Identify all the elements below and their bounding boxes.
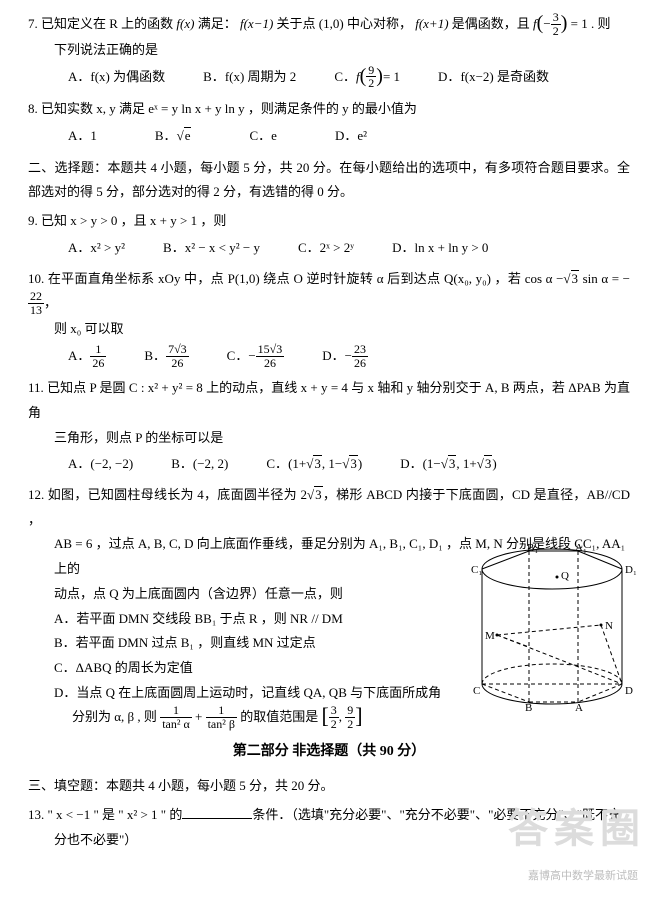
q7-opt-a: A．f(x) 为偶函数 — [68, 65, 165, 91]
q11-text: 11. 已知点 P 是圆 C : x² + y² = 8 上的动点，直线 x +… — [28, 376, 630, 425]
q7-opt-b: B．f(x) 周期为 2 — [203, 65, 296, 91]
q11-opt-d: D．(1−3, 1+3) — [400, 452, 497, 477]
q12-figure: B₁ A₁ C₁ D₁ Q M N C D B A — [465, 539, 640, 723]
q9-opt-c: C．2ˣ > 2ʸ — [298, 236, 354, 261]
part2-title: 第二部分 非选择题（共 90 分） — [28, 739, 630, 766]
q8-opt-b: B．e — [155, 124, 192, 149]
q12-opt-b: B．若平面 DMN 过点 B₁ ，则直线 MN 过定点 — [28, 631, 460, 656]
q10-line2: 则 x₀ 可以取 — [28, 317, 630, 342]
q11-opt-a: A．(−2, −2) — [68, 452, 133, 477]
q12-opt-d-2: 分别为 α, β , 则 1tan² α + 1tan² β 的取值范围是 [3… — [28, 705, 460, 731]
svg-text:N: N — [605, 620, 613, 632]
section-2-header: 二、选择题：本题共 4 小题，每小题 5 分，共 20 分。在每小题给出的选项中… — [28, 156, 630, 203]
svg-text:A: A — [575, 702, 583, 714]
q9-opt-a: A．x² > y² — [68, 236, 125, 261]
q9-opt-b: B．x² − x < y² − y — [163, 236, 260, 261]
q11-options: A．(−2, −2) B．(−2, 2) C．(1+3, 1−3) D．(1−3… — [28, 452, 630, 477]
q12-opt-a: A．若平面 DMN 交线段 BB₁ 于点 R ，则 NR // DM — [28, 607, 460, 632]
q7-text: 7. 已知定义在 R 上的函数 f(x) 满足： f(x−1) 关于点 (1,0… — [28, 12, 630, 38]
question-8: 8. 已知实数 x, y 满足 eˣ = y ln x + y ln y ，则满… — [28, 97, 630, 148]
section-3-header: 三、填空题：本题共 4 小题，每小题 5 分，共 20 分。 — [28, 774, 630, 797]
question-11: 11. 已知点 P 是圆 C : x² + y² = 8 上的动点，直线 x +… — [28, 376, 630, 477]
sub-watermark-text: 嘉博高中数学最新试题 — [528, 866, 638, 887]
q12-num: 12. — [28, 487, 44, 502]
question-7: 7. 已知定义在 R 上的函数 f(x) 满足： f(x−1) 关于点 (1,0… — [28, 12, 630, 91]
q8-text: 8. 已知实数 x, y 满足 eˣ = y ln x + y ln y ，则满… — [28, 97, 630, 122]
svg-text:D: D — [625, 685, 633, 697]
q13-num: 13. — [28, 807, 44, 822]
q10-text: 10. 在平面直角坐标系 xOy 中，点 P(1,0) 绕点 O 逆时针旋转 α… — [28, 267, 630, 318]
q7-frac: 32 — [551, 11, 561, 37]
q10-options: A．126 B．7√326 C．−15√326 D．−2326 — [28, 344, 630, 370]
q11-line2: 三角形，则点 P 的坐标可以是 — [28, 426, 630, 451]
q12-opt-c: C．ΔABQ 的周长为定值 — [28, 656, 460, 681]
q10-num: 10. — [28, 271, 44, 286]
q8-num: 8. — [28, 101, 38, 116]
svg-text:D₁: D₁ — [625, 564, 637, 576]
q12-line3: 动点，点 Q 为上底面圆内（含边界）任意一点，则 — [28, 582, 460, 607]
q13-text: 13. " x < −1 " 是 " x² > 1 " 的条件．（选填"充分必要… — [28, 803, 630, 828]
svg-text:C: C — [473, 685, 480, 697]
svg-text:C₁: C₁ — [471, 564, 482, 576]
q10-opt-d: D．−2326 — [322, 344, 368, 370]
question-10: 10. 在平面直角坐标系 xOy 中，点 P(1,0) 绕点 O 逆时针旋转 α… — [28, 267, 630, 371]
q10-opt-b: B．7√326 — [144, 344, 188, 370]
q7-num: 7. — [28, 16, 38, 31]
q9-num: 9. — [28, 213, 38, 228]
q11-opt-b: B．(−2, 2) — [171, 452, 228, 477]
q9-options: A．x² > y² B．x² − x < y² − y C．2ˣ > 2ʸ D．… — [28, 236, 630, 261]
q11-opt-c: C．(1+3, 1−3) — [266, 452, 362, 477]
q12-opt-d-1: D．当点 Q 在上底面圆周上运动时，记直线 QA, QB 与下底面所成角 — [28, 681, 460, 706]
q9-opt-d: D．ln x + ln y > 0 — [392, 236, 488, 261]
q7-opt-d: D．f(x−2) 是奇函数 — [438, 65, 549, 91]
q10-opt-c: C．−15√326 — [227, 344, 285, 370]
svg-text:B: B — [525, 702, 532, 714]
q10-opt-a: A．126 — [68, 344, 106, 370]
q7-line2: 下列说法正确的是 — [28, 38, 630, 63]
svg-text:M: M — [485, 630, 495, 642]
q12-text: 12. 如图，已知圆柱母线长为 4，底面圆半径为 23，梯形 ABCD 内接于下… — [28, 483, 630, 532]
q8-opt-c: C．e — [249, 124, 276, 149]
q8-options: A．1 B．e C．e D．e² — [28, 124, 630, 149]
q7-options: A．f(x) 为偶函数 B．f(x) 周期为 2 C．f(92)= 1 D．f(… — [28, 65, 630, 91]
cylinder-diagram-icon: B₁ A₁ C₁ D₁ Q M N C D B A — [465, 539, 640, 714]
q11-num: 11. — [28, 380, 44, 395]
q13-line2: 分也不必要"） — [28, 828, 630, 853]
q8-opt-d: D．e² — [335, 124, 367, 149]
q8-opt-a: A．1 — [68, 124, 97, 149]
svg-text:Q: Q — [561, 570, 569, 582]
question-9: 9. 已知 x > y > 0 ，且 x + y > 1 ，则 A．x² > y… — [28, 209, 630, 260]
blank-fill — [182, 806, 252, 819]
q9-text: 9. 已知 x > y > 0 ，且 x + y > 1 ，则 — [28, 209, 630, 234]
question-12: 12. 如图，已知圆柱母线长为 4，底面圆半径为 23，梯形 ABCD 内接于下… — [28, 483, 630, 731]
q7-opt-c: C．f(92)= 1 — [334, 65, 400, 91]
question-13: 13. " x < −1 " 是 " x² > 1 " 的条件．（选填"充分必要… — [28, 803, 630, 852]
